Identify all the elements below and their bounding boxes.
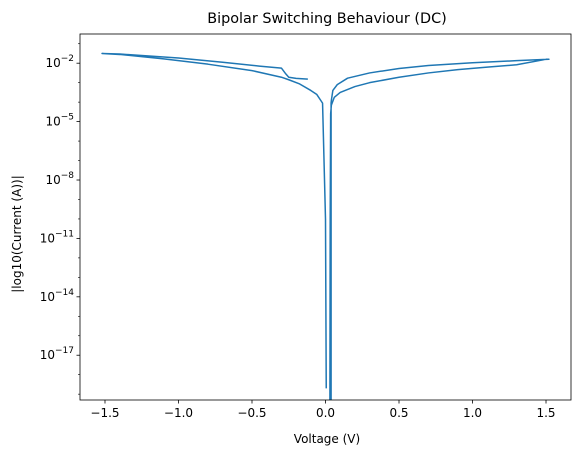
y-tick-label: 10−11 (40, 229, 74, 245)
x-axis-label: Voltage (V) (294, 432, 360, 446)
y-tick-label: 10−17 (40, 346, 74, 362)
x-tick-label: −1.0 (164, 406, 193, 420)
x-tick-label: 1.0 (463, 406, 482, 420)
y-tick-label: 10−8 (45, 171, 74, 187)
y-tick-label: 10−5 (45, 113, 74, 129)
x-tick-label: −0.5 (237, 406, 266, 420)
chart-title: Bipolar Switching Behaviour (DC) (207, 11, 446, 27)
y-axis-ticks: 10−2 10−5 10−8 10−11 10−14 10−17 (40, 43, 80, 395)
x-tick-label: 0.0 (316, 406, 335, 420)
series-line-2 (101, 52, 327, 389)
y-tick-label: 10−2 (45, 54, 74, 70)
x-tick-label: 1.5 (536, 406, 555, 420)
y-tick-label: 10−14 (40, 288, 75, 304)
series-line-1 (329, 58, 550, 400)
x-axis-ticks: −1.5 −1.0 −0.5 0.0 0.5 1.0 1.5 (90, 400, 556, 420)
x-tick-label: 0.5 (389, 406, 408, 420)
series-group (101, 52, 550, 400)
x-tick-label: −1.5 (90, 406, 119, 420)
y-axis-label: |log10(Current (A))| (10, 175, 24, 292)
